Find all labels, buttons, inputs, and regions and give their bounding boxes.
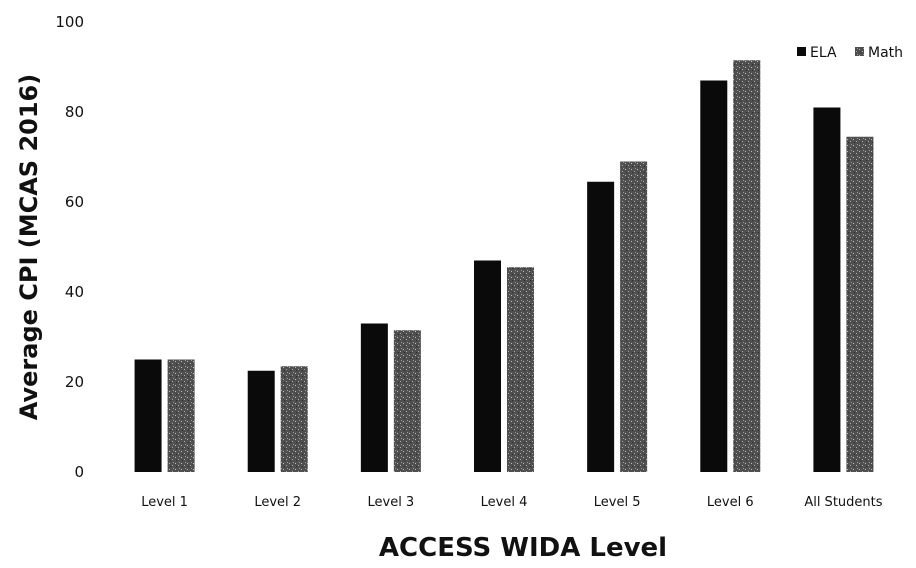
bar-ela-level-1 [134,359,162,472]
legend-swatch-ela [797,47,806,56]
bar-math-level-1 [167,359,195,472]
y-tick-label: 0 [74,463,84,481]
bars-group [134,60,874,472]
bar-ela-level-3 [360,323,388,472]
bar-math-level-5 [620,161,648,472]
x-axis-ticks: Level 1 Level 2 Level 3 Level 4 Level 5 Level… [141,495,883,510]
y-tick-label: 20 [65,373,84,391]
x-tick-label: Level 6 [707,495,754,510]
bar-ela-level-4 [474,260,501,472]
bar-ela-level-2 [247,370,275,472]
bar-math-level-4 [507,267,534,472]
legend-swatch-math [855,47,864,56]
x-tick-label: Level 3 [367,495,414,510]
y-axis-title: Average CPI (MCAS 2016) [15,74,43,420]
x-axis-title: ACCESS WIDA Level [379,533,667,563]
y-tick-label: 100 [55,13,84,31]
bar-math-level-2 [280,366,308,472]
legend-label-ela: ELA [810,45,837,61]
x-tick-label: Level 1 [141,495,188,510]
bar-ela-all-students [813,107,841,472]
x-tick-label: All Students [804,495,882,510]
legend-label-math: Math [868,45,903,61]
y-tick-label: 60 [65,193,84,211]
y-tick-label: 40 [65,283,84,301]
x-tick-label: Level 5 [594,495,641,510]
bar-math-level-3 [393,330,421,472]
bar-ela-level-6 [700,80,728,472]
legend: ELA Math [797,45,903,61]
bar-ela-level-5 [587,181,615,472]
x-tick-label: Level 4 [481,495,528,510]
y-tick-label: 80 [65,103,84,121]
bar-math-all-students [846,136,874,472]
bar-math-level-6 [733,60,761,472]
y-axis-ticks: 0 20 40 60 80 100 [55,13,84,481]
x-tick-label: Level 2 [254,495,301,510]
